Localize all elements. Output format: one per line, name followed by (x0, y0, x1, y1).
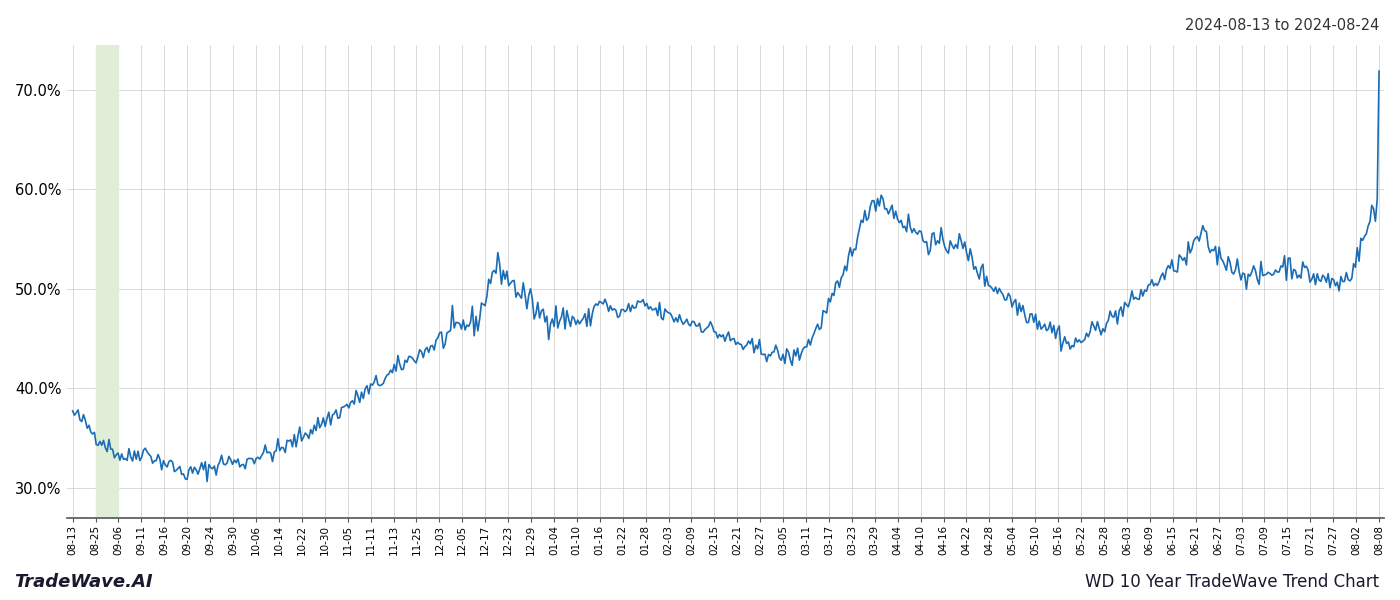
Text: WD 10 Year TradeWave Trend Chart: WD 10 Year TradeWave Trend Chart (1085, 573, 1379, 591)
Text: TradeWave.AI: TradeWave.AI (14, 573, 153, 591)
Bar (95, 45, 119, 518)
Text: 2024-08-13 to 2024-08-24: 2024-08-13 to 2024-08-24 (1184, 18, 1379, 33)
